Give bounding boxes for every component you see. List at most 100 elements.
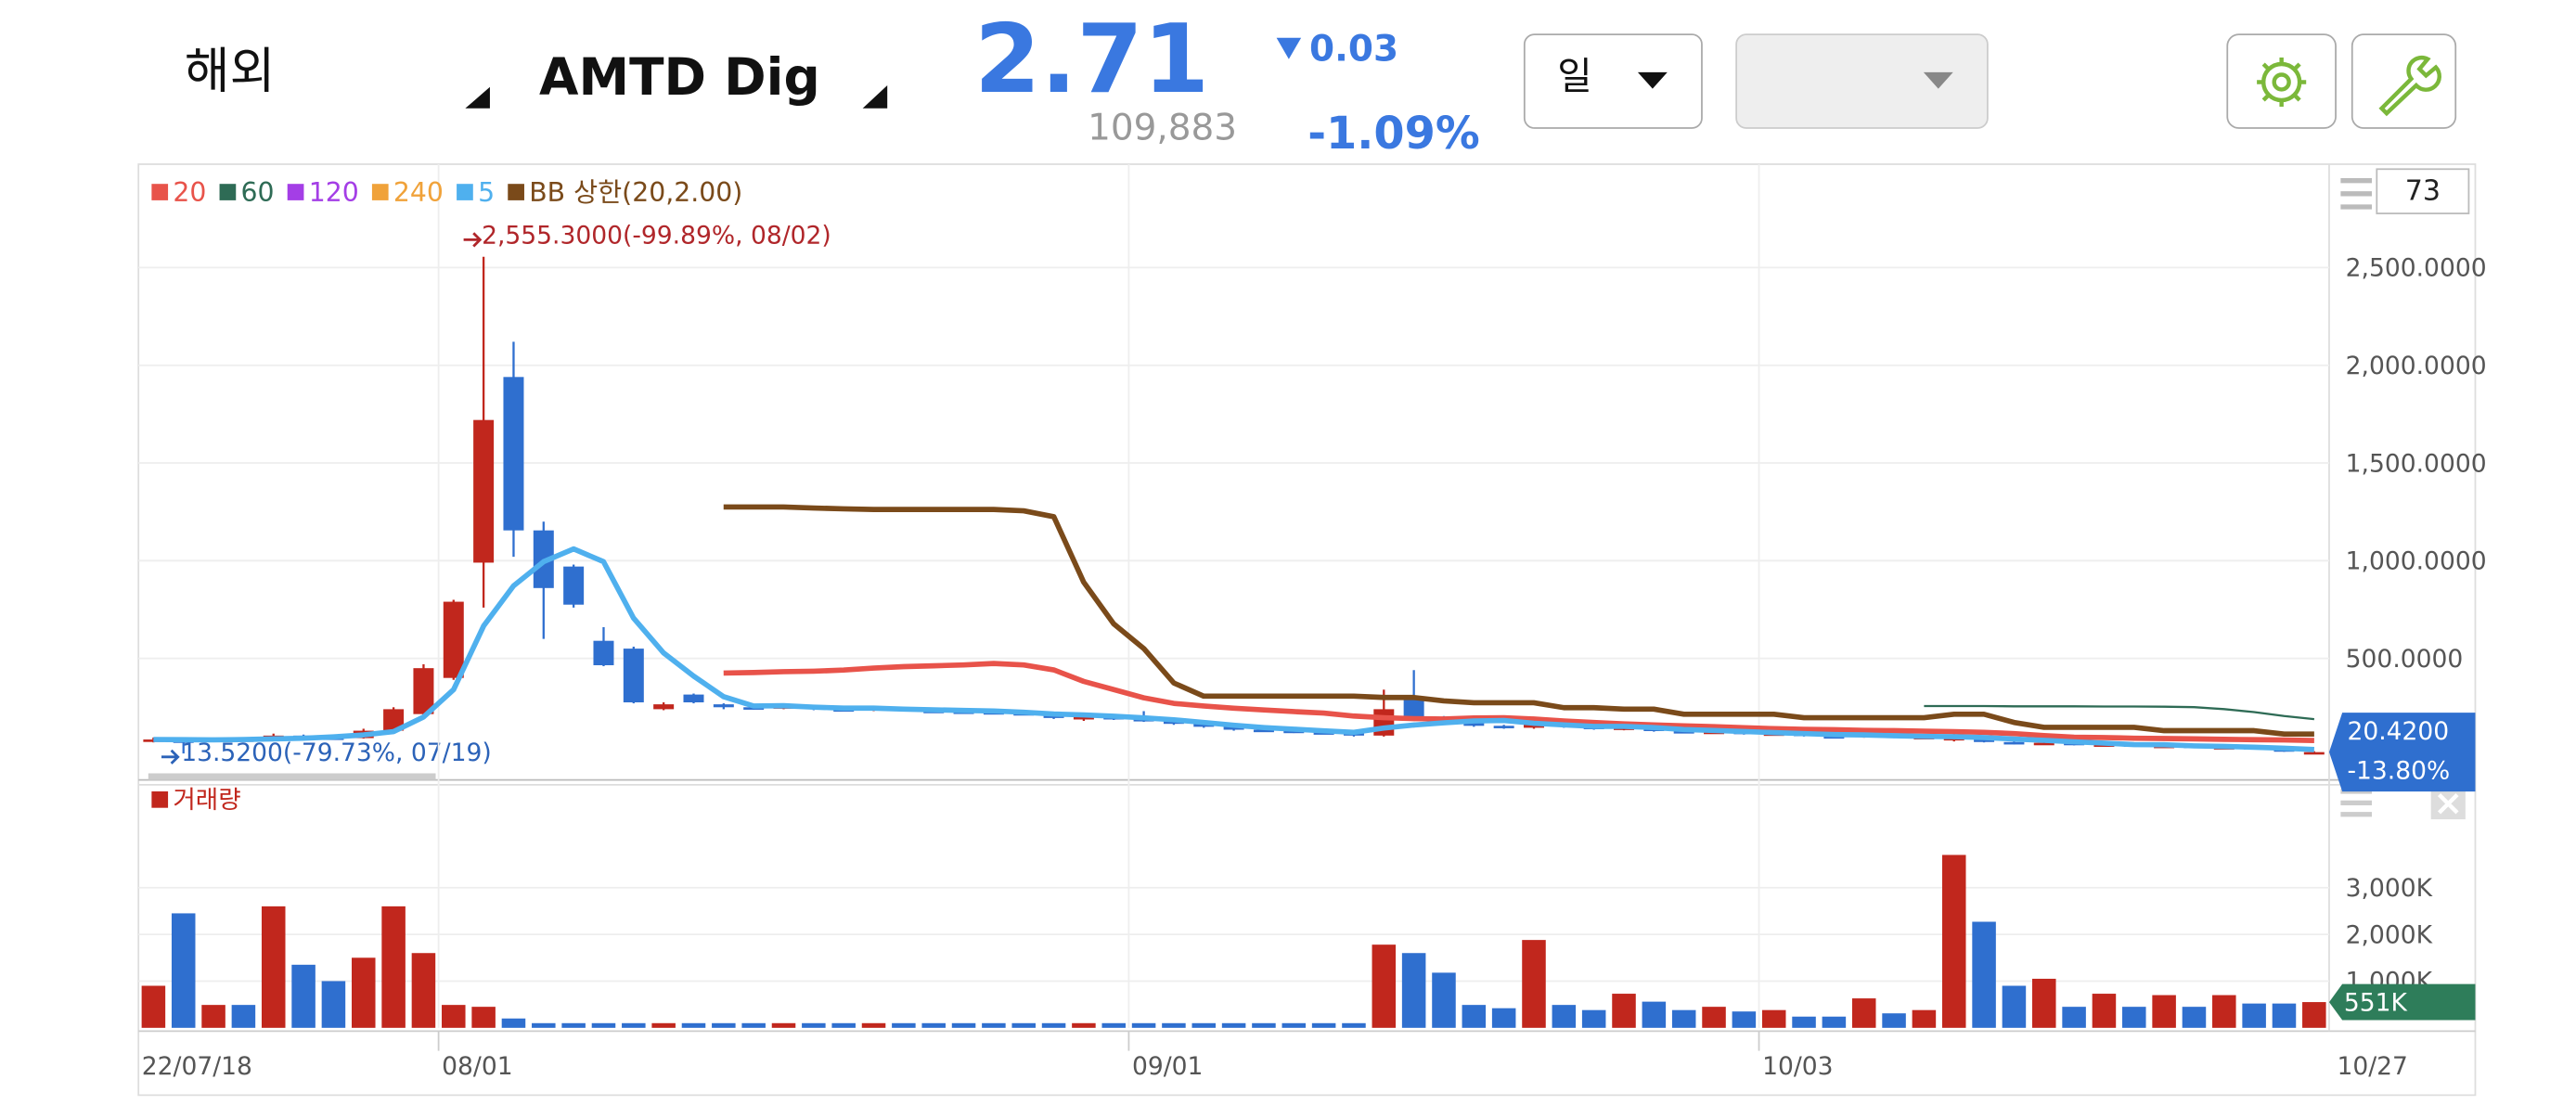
- symbol-label[interactable]: AMTD Dig: [539, 47, 820, 107]
- high-annotation: 2,555.3000(-99.89%, 08/02): [482, 221, 831, 250]
- volume-bar: [591, 1022, 616, 1028]
- volume-bar: [471, 1007, 496, 1028]
- market-label[interactable]: 해외: [185, 42, 276, 99]
- legend-label: 5: [478, 177, 495, 208]
- volume-bar: [1912, 1009, 1937, 1028]
- low-annotation: 13.5200(-79.73%, 07/19): [181, 739, 491, 767]
- volume-bar: [2152, 995, 2176, 1028]
- chart-frame: [137, 163, 2477, 1097]
- menu-icon[interactable]: [2340, 789, 2372, 817]
- y-tick-label: 2,000.0000: [2346, 352, 2487, 380]
- indicator-select[interactable]: [1735, 33, 1989, 129]
- candle-body: [563, 566, 585, 605]
- candle-body: [1193, 724, 1215, 727]
- volume-bar: [532, 1022, 556, 1028]
- volume-bar: [2002, 985, 2027, 1028]
- volume-bar: [1011, 1022, 1036, 1028]
- volume-bar: [1581, 1009, 1606, 1028]
- scrollbar[interactable]: [148, 773, 436, 780]
- volume-bar: [2302, 1002, 2326, 1028]
- candle-body: [713, 704, 734, 708]
- volume-bar: [982, 1022, 1006, 1028]
- indicator-line: [723, 504, 2314, 738]
- candle-body: [683, 694, 704, 703]
- menu-icon[interactable]: [2340, 178, 2372, 210]
- candle-body: [383, 709, 405, 731]
- volume-bar: [1552, 1005, 1577, 1028]
- volume-bar: [411, 953, 436, 1028]
- price-change: 0.03: [1309, 28, 1398, 70]
- volume-bar: [141, 985, 166, 1028]
- volume-bar: [1131, 1022, 1156, 1028]
- volume-bar: [1221, 1022, 1246, 1028]
- price-tag-change: -13.80%: [2347, 756, 2450, 785]
- volume-bar: [261, 906, 286, 1028]
- volume-bar: [171, 913, 196, 1028]
- volume-bar: [1491, 1008, 1516, 1028]
- volume-bar: [651, 1022, 676, 1028]
- volume-bar: [1252, 1022, 1276, 1028]
- legend-swatch: [287, 184, 304, 200]
- volume-bar: [1671, 1009, 1696, 1028]
- candle-body: [1253, 729, 1274, 733]
- volume-bar: [1041, 1022, 1066, 1028]
- legend-swatch: [151, 184, 169, 200]
- candle-body: [1493, 726, 1514, 728]
- candle-body: [1673, 730, 1694, 734]
- volume-bar: [1612, 994, 1636, 1028]
- candle-body: [593, 640, 614, 666]
- x-tick-label: 08/01: [442, 1052, 512, 1081]
- volume-tick-label: 3,000K: [2346, 874, 2433, 903]
- volume-bar: [501, 1018, 526, 1028]
- y-tick-label: 1,500.0000: [2346, 449, 2487, 478]
- volume-bar: [1311, 1022, 1336, 1028]
- price-tag-label: 20.4200: [2347, 717, 2449, 746]
- y-tick-label: 500.0000: [2346, 645, 2464, 674]
- indicator-line: [153, 546, 2315, 752]
- volume-bar: [231, 1005, 256, 1028]
- dropdown-corner: [465, 86, 490, 109]
- volume-bar: [1191, 1022, 1217, 1028]
- candle-body: [503, 377, 524, 531]
- period-label: 일: [1557, 54, 1591, 98]
- x-tick-label: 10/03: [1762, 1052, 1833, 1081]
- candle-body: [443, 601, 464, 678]
- candle-body: [1223, 726, 1244, 730]
- close-icon[interactable]: [2430, 788, 2466, 820]
- volume-bar: [1941, 854, 1966, 1028]
- volume-bar: [1372, 944, 1397, 1028]
- x-tick-label: 22/07/18: [142, 1052, 252, 1081]
- price-tag: [2328, 713, 2476, 792]
- volume-bar: [1822, 1016, 1847, 1028]
- settings-button[interactable]: [2226, 33, 2337, 129]
- candle-body: [413, 668, 434, 714]
- candle-body: [653, 704, 675, 710]
- candle-body: [1823, 736, 1845, 739]
- volume-bar: [681, 1022, 706, 1028]
- volume-bar: [1162, 1022, 1186, 1028]
- volume-bar: [1101, 1022, 1127, 1028]
- candle-body: [2303, 752, 2325, 755]
- annotation-arrow: [161, 749, 180, 765]
- volume-bar: [2092, 994, 2117, 1028]
- volume-bar: [2242, 1003, 2266, 1028]
- y-tick-label: 2,500.0000: [2346, 254, 2487, 283]
- legend-swatch: [457, 184, 473, 200]
- volume-bar: [771, 1022, 796, 1028]
- count-box: [2376, 168, 2470, 214]
- volume-bar: [1401, 953, 1426, 1028]
- volume-bar: [741, 1022, 766, 1028]
- period-select[interactable]: [1523, 33, 1703, 129]
- volume-bar: [921, 1022, 946, 1028]
- candle-body: [473, 419, 495, 563]
- count-label: 73: [2405, 175, 2441, 208]
- legend-label: BB 상한(20,2.00): [529, 177, 742, 208]
- candle-body: [2033, 742, 2054, 746]
- dropdown-arrow: [1637, 71, 1668, 89]
- legend-label: 20: [173, 177, 206, 208]
- volume-bar: [831, 1022, 856, 1028]
- candle-body: [623, 649, 644, 703]
- volume-bar: [712, 1022, 736, 1028]
